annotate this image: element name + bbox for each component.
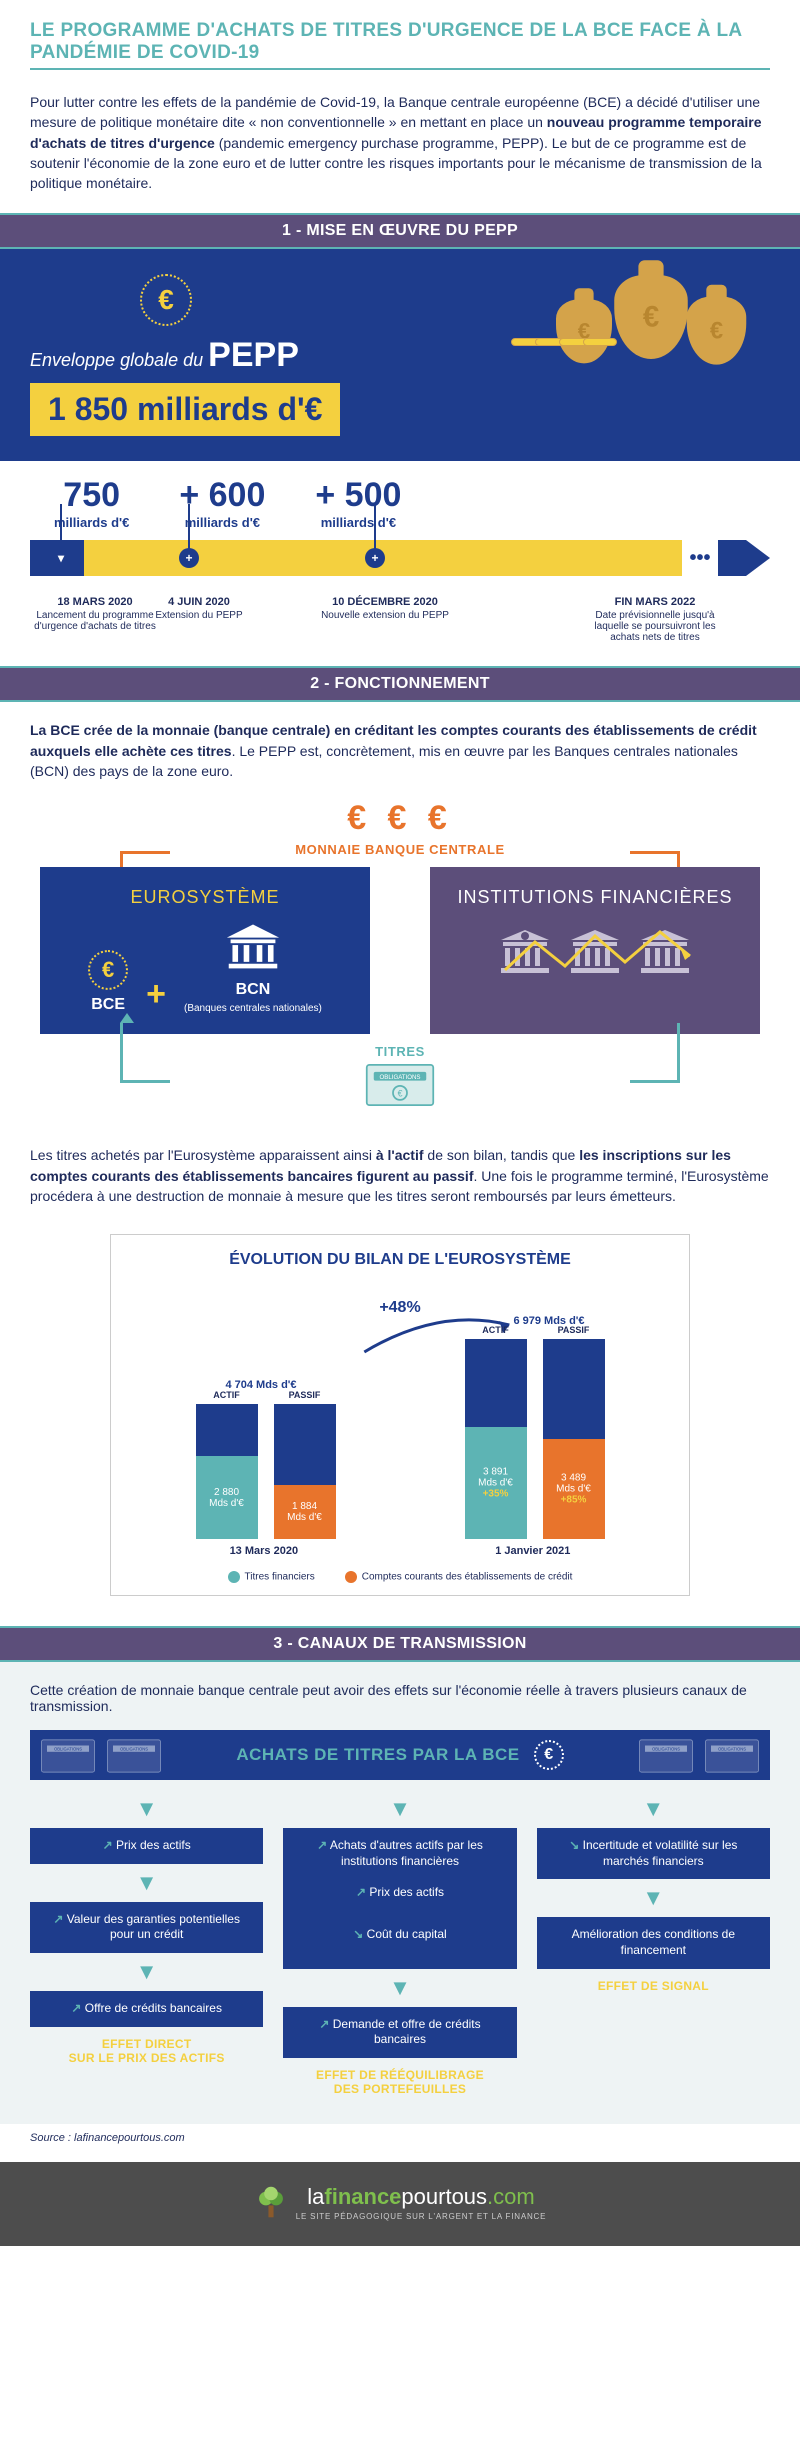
source-text: Source : lafinancepourtous.com: [0, 2124, 800, 2162]
money-bags-icon: € € €: [541, 277, 760, 357]
logo-tree-icon: [254, 2185, 288, 2219]
effect-card: ↗ Prix des actifs: [30, 1828, 263, 1864]
column-footer: EFFET DE SIGNAL: [537, 1979, 770, 1993]
bar-group-1: ACTIF 2 880Mds d'€ PASSIF 1 884Mds d'€: [196, 1404, 336, 1539]
s3-banner-title: ACHATS DE TITRES PAR LA BCE: [236, 1745, 519, 1765]
flow-diagram: € € € MONNAIE BANQUE CENTRALE EUROSYSTÈM…: [0, 799, 800, 1127]
bce-euro-icon: €: [88, 950, 128, 990]
down-arrow-icon: ▼: [283, 1796, 516, 1822]
effect-card: ↘ Coût du capital: [293, 1917, 506, 1953]
down-arrow-icon: ▼: [30, 1796, 263, 1822]
section-3-body: Cette création de monnaie banque central…: [0, 1662, 800, 2124]
growth-label: +48%: [379, 1299, 420, 1317]
euro-icon: €: [140, 274, 192, 326]
intro-text: Pour lutter contre les effets de la pand…: [0, 82, 800, 213]
transmission-column: ▼ ↘ Incertitude et volatilité sur les mar…: [537, 1790, 770, 2096]
footer-tagline: LE SITE PÉDAGOGIQUE SUR L'ARGENT ET LA F…: [296, 2212, 547, 2221]
effect-card: ↗ Prix des actifs: [293, 1875, 506, 1911]
svg-text:OBLIGATIONS: OBLIGATIONS: [718, 1747, 746, 1752]
chart-date2: 1 Janvier 2021: [495, 1545, 570, 1557]
effect-card: ↗ Achats d'autres actifs par les institu…: [283, 1828, 516, 1968]
chart-date1: 13 Mars 2020: [230, 1545, 299, 1557]
section-2-head: 2 - FONCTIONNEMENT: [0, 666, 800, 702]
institutions-box: INSTITUTIONS FINANCIÈRES: [430, 867, 760, 1034]
eurosystem-title: EUROSYSTÈME: [52, 887, 358, 908]
page-footer: lafinancepourtous.com LE SITE PÉDAGOGIQU…: [0, 2162, 800, 2247]
bcn-label: BCN: [184, 981, 322, 999]
hero-amount: 1 850 milliards d'€: [30, 383, 340, 436]
institutions-icon: [495, 922, 695, 992]
timeline-label: 10 DÉCEMBRE 2020Nouvelle extension du PE…: [320, 596, 450, 621]
timeline-label: 4 JUIN 2020Extension du PEPP: [134, 596, 264, 621]
timeline-marker: +: [188, 504, 190, 550]
chart-legend: Titres financiers Comptes courants des é…: [131, 1571, 669, 1583]
s2-mid-text: Les titres achetés par l'Eurosystème app…: [0, 1127, 800, 1224]
obligations-icon: OBLIGATIONS €: [365, 1063, 435, 1107]
balance-chart: ÉVOLUTION DU BILAN DE L'EUROSYSTÈME +48%…: [110, 1234, 690, 1596]
hero-prefix: Enveloppe globale du: [30, 350, 208, 370]
bcn-sub: (Banques centrales nationales): [184, 1003, 322, 1014]
section-3-head: 3 - CANAUX DE TRANSMISSION: [0, 1626, 800, 1662]
institutions-title: INSTITUTIONS FINANCIÈRES: [442, 887, 748, 908]
transmission-column: ▼ ↗ Achats d'autres actifs par les instit…: [283, 1790, 516, 2096]
s2-intro: La BCE crée de la monnaie (banque centra…: [0, 702, 800, 799]
bce-label: BCE: [88, 996, 128, 1014]
euro-symbols: € € €: [40, 799, 760, 838]
column-footer: EFFET DIRECTSUR LE PRIX DES ACTIFS: [30, 2037, 263, 2065]
chart-bar: PASSIF 3 489Mds d'€+85%: [543, 1339, 605, 1539]
transmission-column: ▼↗ Prix des actifs▼↗ Valeur des garantie…: [30, 1790, 263, 2096]
page-title: LE PROGRAMME D'ACHATS DE TITRES D'URGENC…: [30, 20, 770, 70]
page-header: LE PROGRAMME D'ACHATS DE TITRES D'URGENC…: [0, 0, 800, 82]
s3-intro: Cette création de monnaie banque central…: [0, 1678, 800, 1730]
timeline-marker: +: [374, 504, 376, 550]
down-arrow-icon: ▼: [537, 1796, 770, 1822]
svg-text:OBLIGATIONS: OBLIGATIONS: [652, 1747, 680, 1752]
plus-icon: +: [146, 975, 166, 1014]
hero-panel: € Enveloppe globale du PEPP 1 850 millia…: [0, 249, 800, 461]
bank-icon: [225, 922, 281, 970]
column-footer: EFFET DE RÉÉQUILIBRAGEDES PORTEFEUILLES: [283, 2068, 516, 2096]
svg-text:OBLIGATIONS: OBLIGATIONS: [120, 1747, 148, 1752]
section-1-head: 1 - MISE EN ŒUVRE DU PEPP: [0, 213, 800, 249]
s3-banner: OBLIGATIONS OBLIGATIONS ACHATS DE TITRES…: [30, 1730, 770, 1780]
svg-text:OBLIGATIONS: OBLIGATIONS: [54, 1747, 82, 1752]
chart-title: ÉVOLUTION DU BILAN DE L'EUROSYSTÈME: [131, 1251, 669, 1269]
effect-card: ↘ Incertitude et volatilité sur les marc…: [537, 1828, 770, 1879]
chart-bar: PASSIF 1 884Mds d'€: [274, 1404, 336, 1539]
eurosystem-box: EUROSYSTÈME € BCE + BCN (Banques centrale…: [40, 867, 370, 1034]
hero-pepp: PEPP: [208, 336, 299, 374]
effect-card: Amélioration des conditions de financeme…: [537, 1917, 770, 1968]
s3-euro-icon: €: [534, 1740, 564, 1770]
svg-text:€: €: [398, 1089, 403, 1099]
bar-group-2: ACTIF 3 891Mds d'€+35% PASSIF 3 489Mds d…: [465, 1339, 605, 1539]
timeline: 750milliards d'€+ 600milliards d'€+ 500m…: [0, 461, 800, 666]
chart-bar: ACTIF 3 891Mds d'€+35%: [465, 1339, 527, 1539]
effect-card: ↗ Demande et offre de crédits bancaires: [283, 2007, 516, 2058]
svg-text:OBLIGATIONS: OBLIGATIONS: [380, 1074, 421, 1081]
effect-card: ↗ Offre de crédits bancaires: [30, 1991, 263, 2027]
timeline-label: FIN MARS 2022Date prévisionnelle jusqu'à…: [590, 596, 720, 643]
effect-card: ↗ Valeur des garanties potentielles pour…: [30, 1902, 263, 1953]
chart-bar: ACTIF 2 880Mds d'€: [196, 1404, 258, 1539]
timeline-marker: ▾: [60, 504, 62, 550]
